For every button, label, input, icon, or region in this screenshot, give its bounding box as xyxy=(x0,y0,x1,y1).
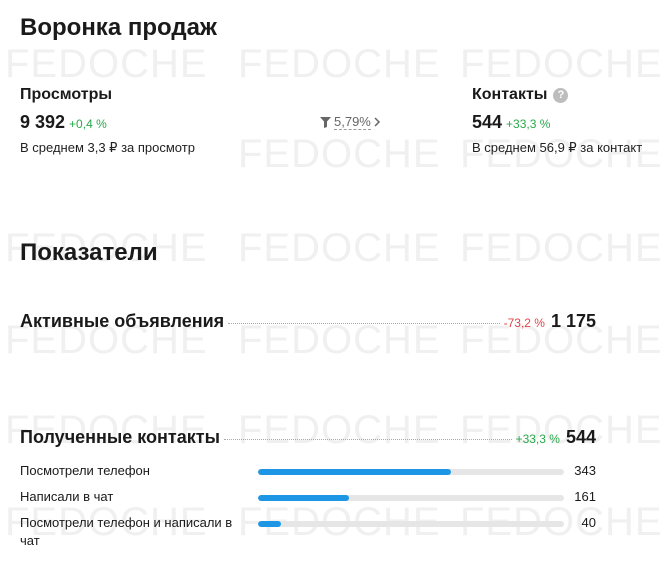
kpi-title: Показатели xyxy=(20,239,158,266)
dotted-leader xyxy=(228,323,500,324)
active-ads-delta: -73,2 % xyxy=(503,316,545,330)
contacts-metric: Контакты? 544 +33,3 % В среднем 56,9 ₽ за… xyxy=(472,86,642,156)
funnel-icon xyxy=(320,116,331,128)
views-label: Просмотры xyxy=(20,86,113,103)
contacts-label: Контакты xyxy=(472,86,548,103)
active-ads-row: Активные объявления -73,2 % 1 175 xyxy=(20,311,596,332)
active-ads-value: 1 175 xyxy=(550,311,596,331)
breakdown-bar-fill xyxy=(258,469,451,475)
conversion-link[interactable]: 5,79% xyxy=(320,114,381,130)
breakdown-count: 343 xyxy=(574,463,596,478)
chevron-right-icon xyxy=(374,117,380,127)
contacts-average: В среднем 56,9 ₽ за контакт xyxy=(472,140,643,155)
breakdown-bar-fill xyxy=(258,521,281,527)
breakdown-label: Посмотрели телефон xyxy=(20,463,150,478)
breakdown-row: Посмотрели телефон 343 xyxy=(20,462,596,482)
views-metric: Просмотры 9 392 +0,4 % В среднем 3,3 ₽ за… xyxy=(20,86,195,156)
breakdown-count: 161 xyxy=(574,489,596,504)
contacts-label-row: Контакты? xyxy=(472,86,642,104)
help-icon[interactable]: ? xyxy=(553,88,569,103)
contacts-received-row: Полученные контакты +33,3 % 544 xyxy=(20,427,596,448)
breakdown-label: Посмотрели телефон и написали в чат xyxy=(20,515,233,548)
breakdown-bar-track xyxy=(258,469,564,475)
breakdown-label: Написали в чат xyxy=(20,489,114,504)
contacts-value: 544 xyxy=(472,112,503,132)
breakdown-bar-track xyxy=(258,521,564,527)
contacts-received-value: 544 xyxy=(565,427,596,447)
views-average: В среднем 3,3 ₽ за просмотр xyxy=(20,140,195,155)
dotted-leader xyxy=(223,439,512,440)
contacts-received-label: Полученные контакты xyxy=(20,427,220,447)
contacts-delta: +33,3 % xyxy=(506,117,551,131)
breakdown-count: 40 xyxy=(581,515,596,530)
breakdown-row: Написали в чат 161 xyxy=(20,488,596,508)
views-value: 9 392 xyxy=(20,112,66,132)
funnel-title: Воронка продаж xyxy=(20,14,217,41)
breakdown-bar-fill xyxy=(258,495,349,501)
breakdown-bar-track xyxy=(258,495,564,501)
views-delta: +0,4 % xyxy=(69,117,107,131)
contacts-received-delta: +33,3 % xyxy=(515,432,560,446)
conversion-value: 5,79% xyxy=(334,114,371,130)
breakdown-row: Посмотрели телефон и написали в чат 40 xyxy=(20,514,596,548)
active-ads-label: Активные объявления xyxy=(20,311,225,331)
